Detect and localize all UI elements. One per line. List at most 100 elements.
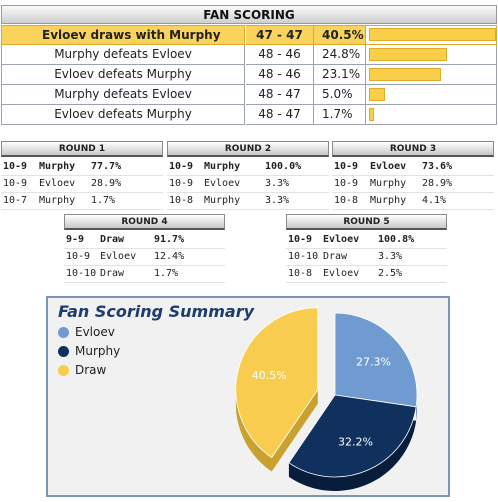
fan-row-percent: 1.7% bbox=[314, 105, 366, 125]
round-row-divider bbox=[64, 265, 225, 266]
round-row-score: 10-7 bbox=[3, 195, 28, 206]
round-row-percent: 28.9% bbox=[91, 178, 122, 189]
round-title: ROUND 4 bbox=[64, 214, 225, 230]
fan-row-bar bbox=[369, 108, 375, 121]
round-row-divider bbox=[332, 175, 494, 176]
round-row: 9-9 Draw 91.7% bbox=[64, 231, 225, 248]
legend-label: Evloev bbox=[75, 325, 115, 339]
fan-row-label: Evloev draws with Murphy bbox=[1, 25, 245, 45]
round-row: 10-9 Evloev 73.6% bbox=[332, 158, 494, 175]
fan-row-bar bbox=[369, 68, 442, 81]
fan-row-bar-cell bbox=[366, 85, 497, 105]
round-row-score: 10-10 bbox=[66, 268, 97, 279]
round-row: 10-10 Draw 1.7% bbox=[64, 265, 225, 282]
fan-row-label: Evloev defeats Murphy bbox=[1, 105, 245, 125]
round-row-score: 10-9 bbox=[334, 161, 359, 172]
round-row-fighter: Murphy bbox=[370, 195, 407, 206]
round-row-percent: 4.1% bbox=[422, 195, 447, 206]
round-row-fighter: Evloev bbox=[204, 178, 241, 189]
fan-row-percent: 5.0% bbox=[314, 85, 366, 105]
round-row-divider bbox=[64, 248, 225, 249]
round-row-score: 10-9 bbox=[169, 178, 194, 189]
round-row-divider bbox=[1, 192, 163, 193]
round-row-fighter: Draw bbox=[100, 268, 125, 279]
round-row-percent: 77.7% bbox=[91, 161, 122, 172]
round-row-divider bbox=[167, 209, 329, 210]
round-row-divider bbox=[167, 175, 329, 176]
fan-row-bar bbox=[369, 88, 385, 101]
round-title: ROUND 1 bbox=[1, 141, 163, 157]
legend-item: Murphy bbox=[58, 343, 120, 362]
pie-slice-label: 27.3% bbox=[356, 356, 391, 369]
round-row-divider bbox=[64, 282, 225, 283]
round-row-fighter: Evloev bbox=[370, 161, 407, 172]
round-row-score: 10-9 bbox=[3, 161, 28, 172]
pie-slice-murphy bbox=[288, 394, 417, 478]
summary-chart-panel: Fan Scoring Summary Evloev Murphy Draw 27.… bbox=[46, 296, 450, 497]
fan-row-label: Murphy defeats Evloev bbox=[1, 45, 245, 65]
round-row: 10-8 Murphy 3.3% bbox=[167, 192, 329, 209]
fan-row-score: 48 - 47 bbox=[246, 85, 314, 105]
round-row-divider bbox=[167, 192, 329, 193]
legend-marker bbox=[58, 365, 69, 376]
round-row-divider bbox=[286, 265, 447, 266]
round-row-score: 10-9 bbox=[66, 251, 91, 262]
round-row-score: 10-9 bbox=[3, 178, 28, 189]
round-row-divider bbox=[332, 209, 494, 210]
round-row: 10-9 Evloev 12.4% bbox=[64, 248, 225, 265]
pie-chart: 27.3% 32.2% 40.5% bbox=[235, 307, 418, 491]
round-row-percent: 73.6% bbox=[422, 161, 453, 172]
round-row-fighter: Murphy bbox=[204, 161, 241, 172]
legend-label: Draw bbox=[75, 363, 107, 377]
round-row: 10-8 Murphy 4.1% bbox=[332, 192, 494, 209]
round-row-fighter: Evloev bbox=[323, 234, 360, 245]
round-row-percent: 2.5% bbox=[378, 268, 403, 279]
round-row-percent: 12.4% bbox=[154, 251, 185, 262]
fan-row-score: 48 - 47 bbox=[246, 105, 314, 125]
round-row-fighter: Murphy bbox=[39, 161, 76, 172]
fan-scoring-title: FAN SCORING bbox=[203, 8, 295, 22]
round-row: 10-8 Evloev 2.5% bbox=[286, 265, 447, 282]
round-row-fighter: Evloev bbox=[323, 268, 360, 279]
fan-row-label: Evloev defeats Murphy bbox=[1, 65, 245, 85]
round-row-fighter: Draw bbox=[323, 251, 348, 262]
round-row-percent: 1.7% bbox=[91, 195, 116, 206]
fan-row-score: 48 - 46 bbox=[246, 45, 314, 65]
fan-row-percent: 40.5% bbox=[314, 25, 366, 45]
round-row-percent: 91.7% bbox=[154, 234, 185, 245]
summary-chart-title: Fan Scoring Summary bbox=[58, 302, 255, 321]
legend-item: Draw bbox=[58, 362, 120, 381]
round-row-fighter: Murphy bbox=[370, 178, 407, 189]
round-row: 10-9 Murphy 77.7% bbox=[1, 158, 163, 175]
round-row-percent: 3.3% bbox=[265, 178, 290, 189]
round-row-divider bbox=[286, 248, 447, 249]
round-row-fighter: Murphy bbox=[204, 195, 241, 206]
round-row-score: 10-8 bbox=[334, 195, 359, 206]
round-row: 10-9 Murphy 100.0% bbox=[167, 158, 329, 175]
round-row-fighter: Murphy bbox=[39, 195, 76, 206]
round-row: 10-9 Evloev 3.3% bbox=[167, 175, 329, 192]
round-row-divider bbox=[332, 192, 494, 193]
round-row: 10-7 Murphy 1.7% bbox=[1, 192, 163, 209]
round-row-score: 10-8 bbox=[169, 195, 194, 206]
fan-row-bar bbox=[369, 28, 496, 41]
round-row: 10-9 Evloev 100.8% bbox=[286, 231, 447, 248]
pie-slice-evloev bbox=[334, 312, 418, 408]
round-row-score: 10-9 bbox=[169, 161, 194, 172]
round-row-score: 9-9 bbox=[66, 234, 85, 245]
round-row-fighter: Evloev bbox=[39, 178, 76, 189]
legend-label: Murphy bbox=[75, 344, 121, 358]
round-row-fighter: Evloev bbox=[100, 251, 137, 262]
round-row-divider bbox=[1, 209, 163, 210]
round-title: ROUND 5 bbox=[286, 214, 447, 230]
fan-row-label: Murphy defeats Evloev bbox=[1, 85, 245, 105]
round-title: ROUND 2 bbox=[167, 141, 329, 157]
pie-slice-label: 40.5% bbox=[252, 369, 287, 382]
round-row-score: 10-9 bbox=[334, 178, 359, 189]
pie-slice-side bbox=[288, 395, 417, 491]
pie-slice-label: 32.2% bbox=[338, 436, 373, 449]
round-row-percent: 28.9% bbox=[422, 178, 453, 189]
legend-marker bbox=[58, 346, 69, 357]
round-row-percent: 3.3% bbox=[265, 195, 290, 206]
round-row-score: 10-9 bbox=[288, 234, 313, 245]
